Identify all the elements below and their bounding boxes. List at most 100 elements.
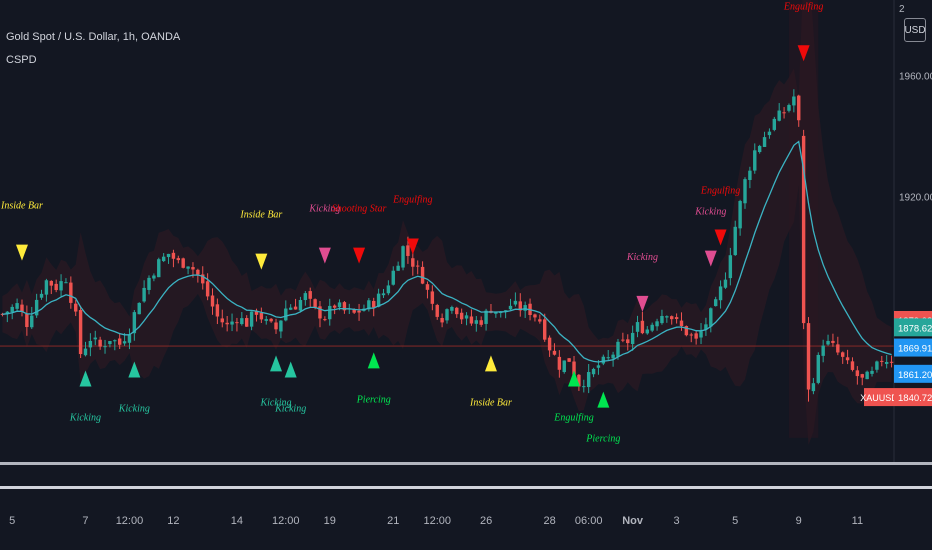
signal-down-arrow bbox=[353, 247, 366, 264]
envelope-band bbox=[2, 0, 892, 445]
candle-body bbox=[494, 312, 498, 314]
candle-body bbox=[767, 131, 772, 136]
candle-body bbox=[621, 339, 625, 341]
signal-down: Kicking bbox=[694, 207, 726, 267]
candle-body bbox=[538, 319, 542, 322]
ema-line bbox=[2, 140, 892, 363]
candle-body bbox=[328, 305, 332, 320]
candle-body bbox=[870, 370, 874, 374]
candle-body bbox=[401, 246, 405, 268]
candle-body bbox=[855, 370, 860, 377]
candle-body bbox=[313, 299, 317, 308]
candle-body bbox=[801, 135, 806, 324]
candle-body bbox=[831, 340, 835, 343]
candle-body bbox=[64, 282, 68, 284]
candle-body bbox=[782, 112, 786, 114]
candle-body bbox=[176, 258, 181, 261]
indicator-name[interactable]: CSPD bbox=[6, 54, 37, 66]
candle-body bbox=[518, 301, 522, 311]
candle-body bbox=[235, 322, 239, 324]
candle-body bbox=[186, 266, 190, 269]
candle-body bbox=[464, 315, 469, 319]
price-tag bbox=[894, 318, 932, 337]
price-axis[interactable]: 21960.0001920.0001879.0321878.6221869.91… bbox=[860, 0, 932, 488]
signal-label: Piercing bbox=[356, 394, 391, 405]
candle-body bbox=[191, 267, 195, 270]
price-tag-label: 1840.720 bbox=[898, 393, 932, 404]
candle-body bbox=[562, 360, 566, 373]
candle-body bbox=[10, 306, 14, 313]
candle-body bbox=[865, 371, 869, 380]
candle-body bbox=[337, 302, 342, 308]
candle-body bbox=[108, 341, 112, 345]
candle-body bbox=[137, 302, 141, 315]
signal-down-arrow bbox=[636, 295, 649, 312]
candle-body bbox=[391, 270, 395, 285]
signal-label: Engulfing bbox=[783, 1, 823, 12]
currency-button[interactable]: USD bbox=[904, 18, 926, 42]
signal-up-arrow bbox=[568, 370, 581, 387]
candle-body bbox=[249, 311, 254, 327]
candle-body bbox=[215, 304, 220, 317]
candle-body bbox=[88, 340, 93, 348]
signal-down: Engulfing bbox=[700, 185, 740, 246]
pattern-signals-layer: Inside Bar Kicking Kicking Inside Bar Kickin… bbox=[0, 1, 823, 444]
candle-body bbox=[59, 281, 63, 291]
candle-body bbox=[15, 303, 19, 309]
time-axis-label: 06:00 bbox=[575, 515, 603, 527]
candle-body bbox=[220, 318, 224, 323]
candle-body bbox=[670, 316, 674, 320]
signal-label: Kicking bbox=[694, 207, 726, 218]
candle-body bbox=[78, 310, 83, 355]
signal-label: Kicking bbox=[308, 204, 340, 215]
candle-body bbox=[733, 226, 737, 256]
candle-body bbox=[547, 337, 552, 351]
candle-body bbox=[533, 314, 537, 318]
candle-body bbox=[606, 357, 610, 359]
signal-up-arrow bbox=[79, 370, 92, 387]
candle-body bbox=[44, 280, 49, 295]
candle-body bbox=[552, 350, 557, 355]
candle-body bbox=[406, 245, 410, 256]
signal-up-arrow bbox=[284, 361, 297, 378]
candle-body bbox=[430, 291, 435, 304]
candle-body bbox=[616, 341, 620, 357]
candle-body bbox=[254, 310, 259, 315]
signal-down: Inside Bar bbox=[239, 210, 282, 270]
price-tag-label: 1869.915 bbox=[898, 344, 932, 355]
candle-body bbox=[484, 310, 488, 324]
price-axis-label: 1920.000 bbox=[899, 192, 932, 203]
candle-body bbox=[811, 383, 816, 392]
time-axis-label: 9 bbox=[796, 515, 802, 527]
candle-body bbox=[225, 322, 229, 325]
candle-body bbox=[455, 307, 459, 315]
candle-body bbox=[435, 304, 439, 317]
candle-body bbox=[704, 324, 708, 330]
signal-label: Inside Bar bbox=[239, 210, 282, 221]
candle-body bbox=[376, 293, 381, 307]
signal-up: Kicking bbox=[69, 370, 101, 424]
signal-down-arrow bbox=[15, 244, 28, 261]
candle-body bbox=[523, 305, 527, 311]
candle-body bbox=[792, 96, 796, 106]
signal-up-arrow bbox=[128, 361, 141, 378]
candles-layer bbox=[0, 89, 894, 402]
signal-down: Kicking bbox=[308, 204, 340, 264]
time-axis-label: 3 bbox=[674, 515, 680, 527]
candle-body bbox=[826, 340, 830, 345]
candle-body bbox=[332, 305, 337, 308]
candle-body bbox=[650, 324, 654, 331]
candle-body bbox=[645, 329, 650, 334]
candle-body bbox=[577, 374, 581, 387]
signal-label: Inside Bar bbox=[469, 397, 512, 408]
candle-body bbox=[142, 287, 146, 302]
candle-body bbox=[181, 258, 185, 268]
candle-body bbox=[459, 312, 464, 320]
time-axis[interactable]: 5 7 12:00 12 14 12:00 19 21 12:00 26 28 06:00 Nov 3 5 9… bbox=[0, 462, 932, 550]
candle-body bbox=[161, 256, 166, 262]
candle-body bbox=[93, 337, 97, 340]
signal-down: Inside Bar bbox=[0, 201, 43, 261]
candle-body bbox=[840, 352, 845, 357]
candle-body bbox=[269, 318, 273, 322]
